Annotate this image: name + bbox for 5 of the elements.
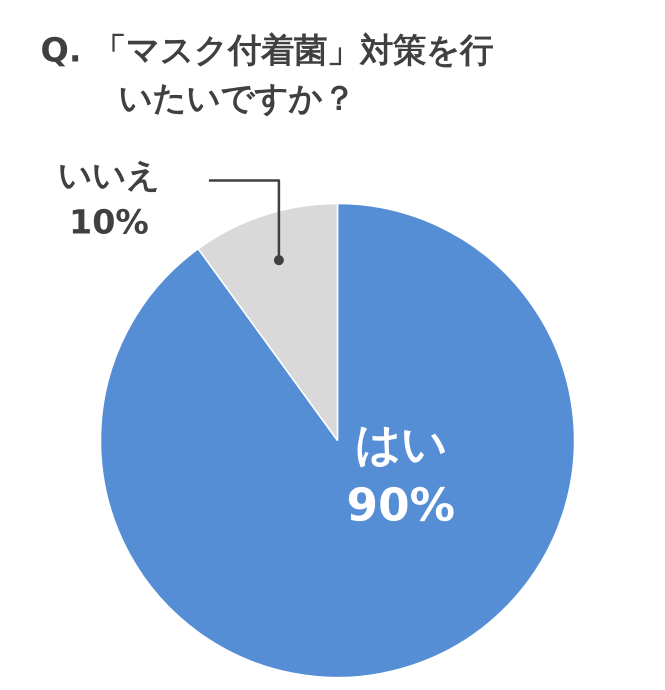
slice-label: はい (354, 417, 447, 470)
slice-label: いいえ (58, 156, 160, 195)
chart-title: Q. 「マスク付着菌」対策を行いたいですか？ (40, 30, 494, 118)
data-label: 90% (346, 478, 456, 532)
data-label: 10% (69, 202, 149, 242)
